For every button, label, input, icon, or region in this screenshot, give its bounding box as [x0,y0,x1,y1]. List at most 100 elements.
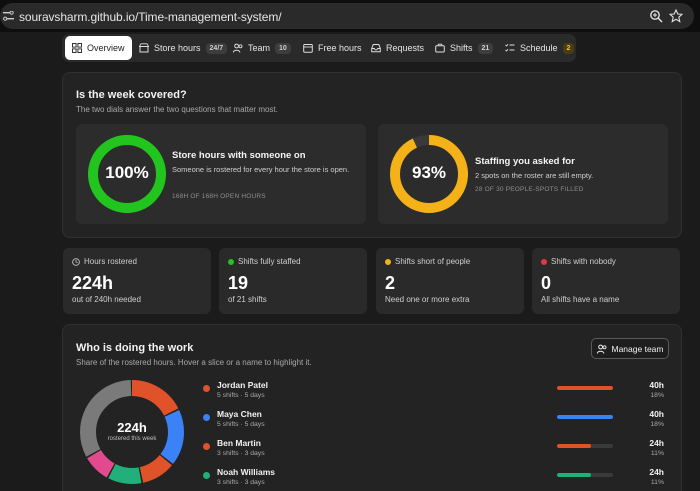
dial-value: 100% [105,163,149,182]
bookmark-star-icon[interactable] [669,9,683,23]
users-icon [233,43,243,53]
zoom-icon[interactable] [649,9,663,23]
tab-label: Team [248,43,271,53]
stat-label-row: Shifts fully staffed [228,257,301,266]
tab-label: Requests [386,43,425,53]
person-row[interactable]: Maya Chen 5 shifts · 5 days 40h 18% [203,409,669,435]
person-row[interactable]: Ben Martin 3 shifts · 3 days 24h 11% [203,438,669,464]
dial-value: 93% [411,163,447,182]
tab-badge: 24/7 [205,42,228,54]
person-color-dot [203,385,210,392]
person-color-dot [203,443,210,450]
tab-shifts[interactable]: Shifts 21 [435,36,494,60]
hours-share-donut[interactable] [78,378,186,486]
list-check-icon [505,43,515,52]
stat-label: Shifts with nobody [551,257,616,266]
briefcase-icon [435,43,445,53]
stat-value: 0 [541,273,552,293]
stat-label: Shifts fully staffed [238,257,301,266]
donut-slice[interactable] [80,380,184,484]
stat-shifts-short: Shifts short of people 2 Need one or mor… [376,248,524,314]
hours-bar-fill [557,386,613,390]
dial-description: 2 spots on the roster are still empty. [475,171,594,180]
person-row[interactable]: Noah Williams 3 shifts · 3 days 24h 11% [203,467,669,491]
stat-hours-rostered: Hours rostered 224h out of 240h needed [63,248,211,314]
person-hours: 40h [649,380,664,390]
coverage-subtitle: The two dials answer the two questions t… [76,105,278,114]
stat-label-row: Shifts short of people [385,257,470,266]
tab-requests[interactable]: Requests [371,36,424,60]
work-title: Who is doing the work [76,342,194,354]
tab-label: Schedule [520,43,558,53]
manage-team-button[interactable]: Manage team [591,338,669,359]
tab-label: Shifts [450,43,473,53]
dial-footnote: 28 OF 30 PEOPLE-SPOTS FILLED [475,186,584,193]
person-name: Maya Chen [217,409,262,419]
tab-badge: 10 [275,42,291,54]
tab-schedule[interactable]: Schedule 2 [505,36,575,60]
donut-slice[interactable] [80,380,184,484]
person-meta: 5 shifts · 5 days [217,421,265,428]
tab-team[interactable]: Team 10 [233,36,291,60]
donut-slice[interactable] [80,380,184,484]
person-hours: 40h [649,409,664,419]
address-bar[interactable]: souravsharm.github.io/Time-management-sy… [0,3,694,29]
work-subtitle: Share of the rostered hours. Hover a sli… [76,358,312,367]
stat-value: 2 [385,273,396,293]
person-name: Ben Martin [217,438,261,448]
stat-shifts-with-nobody: Shifts with nobody 0 All shifts have a n… [532,248,680,314]
status-dot-green [228,258,234,265]
hours-bar-track [557,473,613,477]
stat-label-row: Shifts with nobody [541,257,616,266]
tab-badge: 21 [477,42,494,54]
tab-store-hours[interactable]: Store hours 24/7 [139,36,228,60]
stat-value: 19 [228,273,249,293]
tab-badge: 2 [562,42,575,54]
person-share: 11% [650,479,664,486]
manage-team-label: Manage team [611,343,664,354]
person-meta: 3 shifts · 3 days [217,450,265,457]
stat-caption: of 21 shifts [228,295,267,304]
hours-bar-fill [557,444,591,448]
tab-overview[interactable]: Overview [65,36,132,60]
person-share: 18% [650,421,664,428]
donut-slice[interactable] [80,380,184,484]
person-meta: 5 shifts · 5 days [217,392,265,399]
hours-bar-fill [557,473,591,477]
main-nav: Overview Store hours 24/7 Team 10 Free h… [62,34,576,62]
stat-shifts-fully-staffed: Shifts fully staffed 19 of 21 shifts [219,248,367,314]
hours-bar-track [557,444,613,448]
person-row[interactable]: Jordan Patel 5 shifts · 5 days 40h 18% [203,380,669,406]
url-text[interactable]: souravsharm.github.io/Time-management-sy… [19,10,282,24]
dial-arc [390,135,468,213]
stat-label: Shifts short of people [395,257,471,266]
person-name: Jordan Patel [217,380,269,390]
tab-label: Free hours [318,43,362,53]
clock-icon [72,257,80,266]
inbox-icon [371,44,381,53]
site-settings-icon[interactable] [3,11,14,21]
person-color-dot [203,472,210,479]
tab-free-hours[interactable]: Free hours [303,36,362,60]
stat-caption: out of 240h needed [72,295,141,304]
donut-total: 224h [117,420,147,435]
dial-description: Someone is rostered for every hour the s… [172,165,350,174]
person-share: 18% [650,392,664,399]
stat-caption: All shifts have a name [541,295,620,304]
stat-caption: Need one or more extra [385,295,470,304]
hours-bar-track [557,386,613,390]
dial-title: Staffing you asked for [475,156,575,167]
dial-title: Store hours with someone on [172,150,306,161]
hours-bar-fill [557,415,613,419]
person-hours: 24h [649,467,664,477]
person-meta: 3 shifts · 3 days [217,479,265,486]
browser-toolbar: souravsharm.github.io/Time-management-sy… [0,0,700,32]
dial-arc [88,135,166,213]
person-color-dot [203,414,210,421]
grid-icon [72,43,82,53]
person-share: 11% [650,450,664,457]
coverage-title: Is the week covered? [76,89,187,101]
store-icon [139,43,149,53]
status-dot-red [541,258,547,265]
tab-label: Overview [87,43,125,53]
